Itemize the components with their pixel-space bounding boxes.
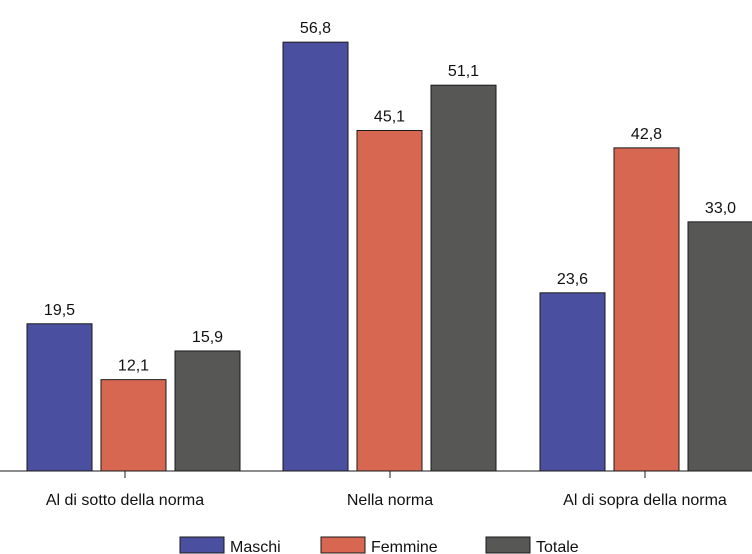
bar-totale-3 [687, 221, 752, 472]
category-label-1: Al di sotto della norma [46, 492, 204, 509]
category-label-3: Al di sopra della norma [563, 492, 727, 509]
value-label-femmine-1: 12,1 [118, 358, 149, 375]
bars-group [26, 41, 752, 472]
legend-swatch-femmine [320, 536, 366, 554]
legend: Maschi Femmine Totale [179, 536, 579, 554]
value-label-maschi-1: 19,5 [44, 302, 75, 319]
category-label-2: Nella norma [347, 492, 433, 509]
bar-maschi-1 [26, 323, 93, 472]
bar-totale-2 [430, 84, 497, 472]
value-label-maschi-2: 56,8 [300, 20, 331, 37]
value-label-femmine-2: 45,1 [374, 108, 405, 125]
bar-maschi-3 [539, 292, 606, 472]
legend-swatch-maschi [179, 536, 225, 554]
legend-label-totale: Totale [536, 539, 579, 554]
legend-swatch-totale [485, 536, 531, 554]
bar-femmine-2 [356, 129, 423, 472]
bar-maschi-2 [282, 41, 349, 472]
value-label-totale-1: 15,9 [192, 329, 223, 346]
value-label-femmine-3: 42,8 [631, 126, 662, 143]
category-labels-group: Al di sotto della norma Nella norma Al di … [46, 471, 727, 509]
bar-femmine-3 [613, 147, 680, 472]
value-label-totale-2: 51,1 [448, 63, 479, 80]
bar-totale-1 [174, 350, 241, 472]
value-labels-group: 19,5 12,1 15,9 56,8 45,1 51,1 23,6 42,8 33,0 [44, 20, 736, 374]
legend-label-femmine: Femmine [371, 539, 438, 554]
value-label-totale-3: 33,0 [705, 200, 736, 217]
value-label-maschi-3: 23,6 [557, 271, 588, 288]
legend-label-maschi: Maschi [230, 539, 281, 554]
bar-femmine-1 [100, 379, 167, 472]
